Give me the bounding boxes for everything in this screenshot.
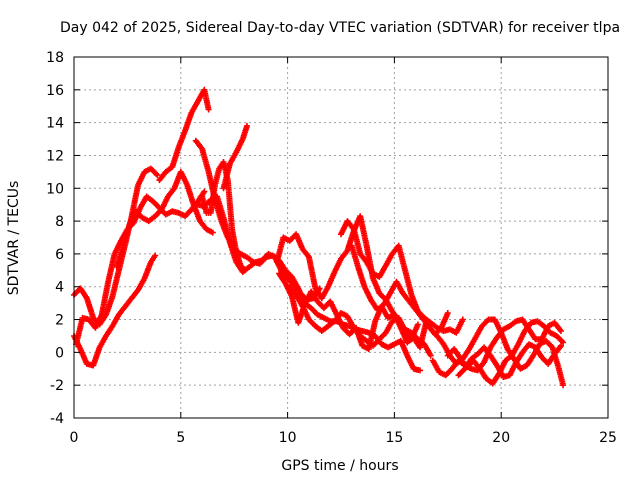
series-track-k (276, 270, 430, 353)
data-point-marker (201, 188, 208, 195)
y-axis-label: SDTVAR / TECUs (6, 181, 22, 296)
y-tick-label: 16 (46, 83, 64, 99)
plot-frame (73, 56, 609, 419)
data-point-marker (244, 122, 250, 129)
x-tick-label: 0 (70, 430, 79, 446)
series-track-h (220, 122, 250, 192)
series-track-r (455, 341, 564, 380)
y-tick-label: 6 (55, 247, 64, 263)
y-tick-label: 0 (55, 345, 64, 361)
data-point-marker (152, 252, 159, 259)
y-tick-label: -2 (50, 378, 64, 394)
data-point-marker (558, 342, 564, 349)
tick-layer: 0 5 10 15 20 25 -4 -2 0 2 4 6 8 10 12 14 16 18 (46, 50, 617, 446)
chart-title: Day 042 of 2025, Sidereal Day-to-day VTE… (60, 20, 620, 36)
data-point-marker (154, 172, 161, 179)
series-track-d (73, 188, 208, 348)
x-tick-label: 5 (176, 430, 185, 446)
data-point-marker (209, 229, 216, 236)
y-tick-label: 18 (46, 50, 64, 66)
y-tick-label: 14 (46, 116, 64, 132)
x-tick-label: 20 (492, 430, 510, 446)
data-point-marker (414, 321, 421, 328)
series-line (73, 255, 156, 367)
y-tick-label: 2 (55, 313, 64, 329)
y-tick-label: 12 (46, 148, 64, 164)
series-track-q (444, 318, 567, 387)
series-track-c (71, 252, 159, 369)
series-track-l (286, 283, 421, 349)
series-track-n (348, 242, 451, 338)
data-point-marker (427, 352, 434, 359)
y-tick-label: 4 (55, 280, 64, 296)
y-tick-label: 8 (55, 214, 64, 230)
data-point-marker (560, 382, 567, 389)
data-point-marker (459, 316, 466, 323)
x-tick-label: 25 (599, 430, 617, 446)
y-tick-label: -4 (50, 411, 64, 427)
x-axis-label: GPS time / hours (281, 458, 398, 474)
data-point-marker (560, 339, 567, 346)
series-track-b (156, 86, 212, 184)
data-point-marker (558, 328, 564, 334)
data-point-marker (205, 106, 212, 113)
data-point-marker (444, 310, 451, 316)
series-layer (71, 86, 567, 389)
x-tick-label: 10 (279, 430, 297, 446)
x-tick-label: 15 (385, 430, 403, 446)
series-track-e (113, 168, 216, 270)
y-tick-label: 10 (46, 181, 64, 197)
series-track-j (273, 213, 434, 359)
data-point-marker (417, 367, 423, 374)
series-track-i (192, 137, 423, 374)
